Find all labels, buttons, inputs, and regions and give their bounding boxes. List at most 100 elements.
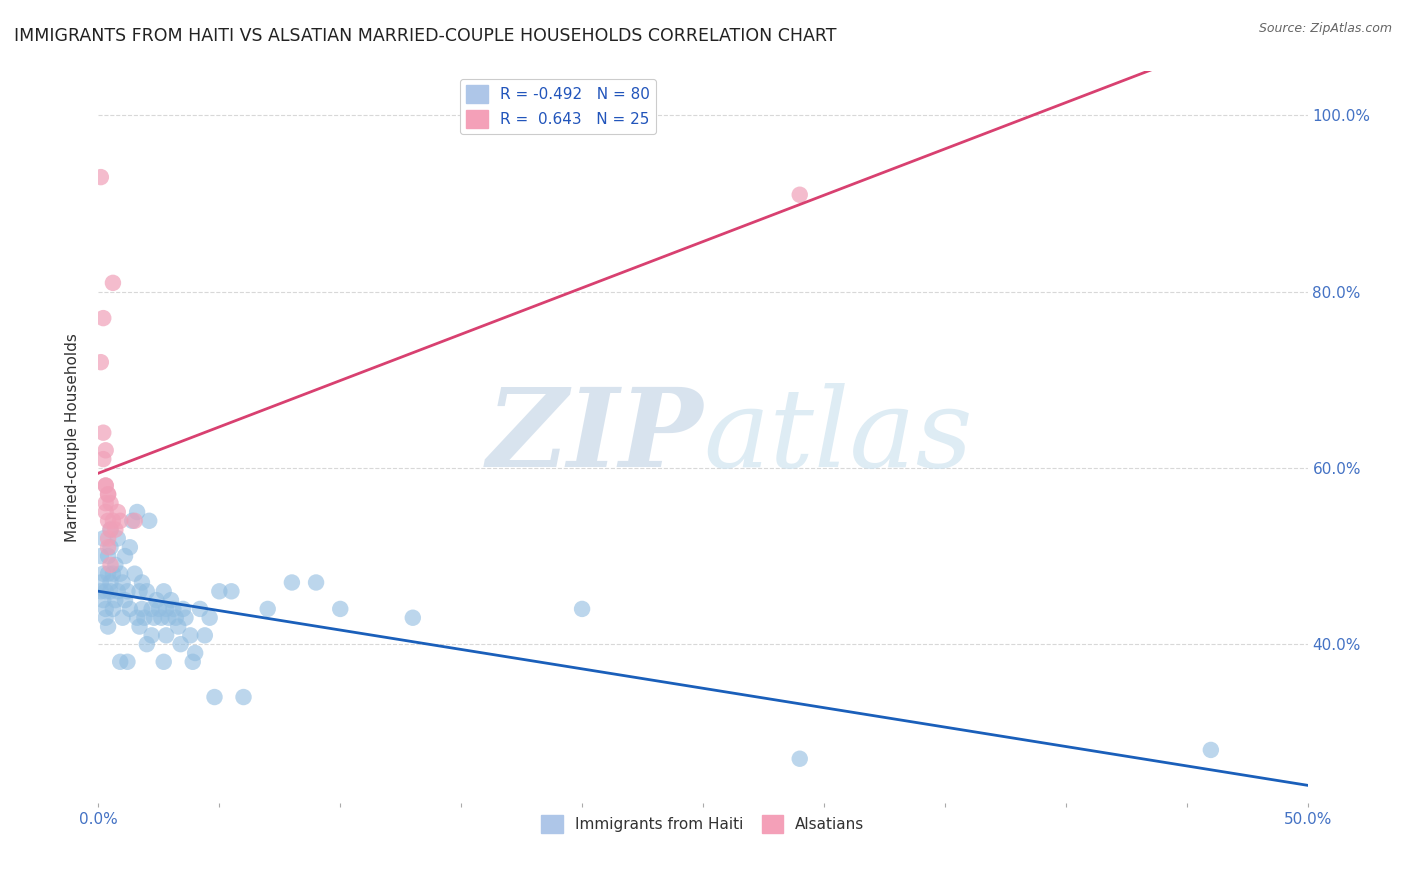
- Point: [172, 602, 194, 616]
- Point: [162, 602, 184, 616]
- Point: [101, 514, 124, 528]
- Point: [152, 584, 174, 599]
- Point: [94, 602, 117, 616]
- Point: [97, 487, 120, 501]
- Point: [100, 575, 122, 590]
- Point: [150, 611, 173, 625]
- Point: [117, 584, 139, 599]
- Point: [134, 611, 156, 625]
- Point: [101, 566, 124, 581]
- Point: [1199, 743, 1222, 757]
- Point: [94, 478, 117, 492]
- Point: [117, 655, 139, 669]
- Point: [104, 558, 127, 572]
- Point: [155, 602, 177, 616]
- Text: ZIP: ZIP: [486, 384, 703, 491]
- Point: [97, 532, 120, 546]
- Point: [256, 602, 278, 616]
- Point: [118, 602, 141, 616]
- Point: [90, 549, 112, 563]
- Point: [97, 549, 120, 563]
- Point: [138, 514, 160, 528]
- Point: [329, 602, 352, 616]
- Point: [90, 355, 112, 369]
- Point: [94, 505, 117, 519]
- Point: [97, 514, 120, 528]
- Point: [94, 443, 117, 458]
- Y-axis label: Married-couple Households: Married-couple Households: [65, 333, 80, 541]
- Point: [107, 584, 129, 599]
- Text: Source: ZipAtlas.com: Source: ZipAtlas.com: [1258, 22, 1392, 36]
- Point: [128, 584, 150, 599]
- Point: [221, 584, 243, 599]
- Point: [104, 593, 127, 607]
- Point: [118, 540, 141, 554]
- Point: [91, 566, 114, 581]
- Point: [165, 611, 187, 625]
- Point: [111, 575, 134, 590]
- Point: [155, 628, 177, 642]
- Point: [91, 311, 114, 326]
- Point: [167, 619, 190, 633]
- Point: [97, 540, 120, 554]
- Point: [91, 452, 114, 467]
- Point: [111, 611, 134, 625]
- Point: [281, 575, 304, 590]
- Point: [143, 611, 166, 625]
- Point: [91, 532, 114, 546]
- Point: [571, 602, 593, 616]
- Point: [208, 584, 231, 599]
- Point: [100, 540, 122, 554]
- Point: [402, 611, 425, 625]
- Point: [128, 619, 150, 633]
- Point: [94, 496, 117, 510]
- Point: [131, 602, 153, 616]
- Point: [121, 514, 143, 528]
- Point: [124, 566, 146, 581]
- Point: [194, 628, 217, 642]
- Point: [100, 523, 122, 537]
- Point: [94, 584, 117, 599]
- Point: [198, 611, 221, 625]
- Text: atlas: atlas: [703, 384, 973, 491]
- Point: [100, 584, 122, 599]
- Point: [90, 584, 112, 599]
- Point: [152, 655, 174, 669]
- Point: [135, 637, 157, 651]
- Point: [100, 558, 122, 572]
- Point: [107, 532, 129, 546]
- Point: [174, 611, 197, 625]
- Point: [157, 611, 180, 625]
- Point: [108, 566, 131, 581]
- Point: [141, 628, 163, 642]
- Text: IMMIGRANTS FROM HAITI VS ALSATIAN MARRIED-COUPLE HOUSEHOLDS CORRELATION CHART: IMMIGRANTS FROM HAITI VS ALSATIAN MARRIE…: [14, 27, 837, 45]
- Point: [97, 619, 120, 633]
- Point: [141, 602, 163, 616]
- Point: [94, 611, 117, 625]
- Point: [145, 593, 167, 607]
- Point: [114, 549, 136, 563]
- Point: [114, 593, 136, 607]
- Legend: Immigrants from Haiti, Alsatians: Immigrants from Haiti, Alsatians: [536, 809, 870, 839]
- Point: [305, 575, 328, 590]
- Point: [101, 602, 124, 616]
- Point: [100, 523, 122, 537]
- Point: [232, 690, 254, 704]
- Point: [107, 505, 129, 519]
- Point: [184, 646, 207, 660]
- Point: [127, 611, 149, 625]
- Point: [104, 523, 127, 537]
- Point: [204, 690, 226, 704]
- Point: [789, 752, 811, 766]
- Point: [90, 170, 112, 185]
- Point: [789, 187, 811, 202]
- Point: [169, 637, 191, 651]
- Point: [91, 593, 114, 607]
- Point: [179, 628, 201, 642]
- Point: [181, 655, 204, 669]
- Point: [100, 496, 122, 510]
- Point: [97, 566, 120, 581]
- Point: [160, 593, 183, 607]
- Point: [97, 487, 120, 501]
- Point: [90, 575, 112, 590]
